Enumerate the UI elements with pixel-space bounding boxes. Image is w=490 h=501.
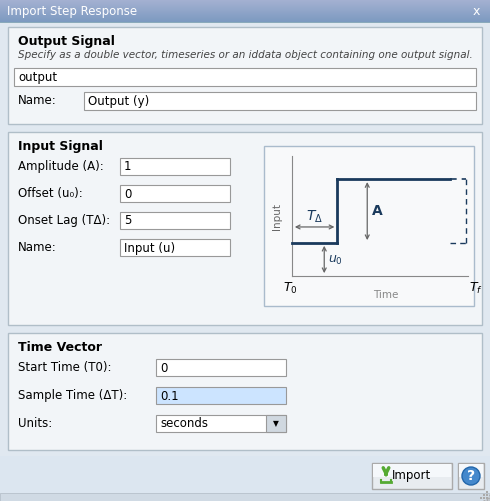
Bar — [120, 185, 230, 202]
Bar — [0, 21, 490, 22]
Bar — [120, 212, 230, 229]
Bar — [0, 6, 490, 7]
Bar — [8, 132, 482, 325]
Text: Name:: Name: — [18, 241, 57, 254]
Bar — [264, 146, 474, 306]
Circle shape — [462, 467, 480, 485]
Bar — [459, 464, 483, 477]
Text: Sample Time (ΔT):: Sample Time (ΔT): — [18, 389, 127, 402]
Text: Name:: Name: — [18, 94, 57, 107]
Text: Output (y): Output (y) — [88, 95, 149, 108]
Bar — [0, 3, 490, 4]
Bar — [458, 463, 484, 489]
Text: 0.1: 0.1 — [160, 389, 179, 402]
Bar — [0, 9, 490, 10]
Bar — [0, 1, 490, 2]
Bar — [0, 5, 490, 6]
Text: Input Signal: Input Signal — [18, 140, 103, 153]
Text: output: output — [18, 71, 57, 84]
Bar — [156, 359, 286, 376]
Bar — [266, 415, 286, 432]
Text: Import Step Response: Import Step Response — [7, 5, 137, 18]
Bar — [0, 10, 490, 11]
Bar — [0, 19, 490, 20]
Bar — [0, 18, 490, 19]
Text: $T_\Delta$: $T_\Delta$ — [306, 208, 323, 225]
Text: $u_0$: $u_0$ — [328, 254, 343, 267]
Text: Time: Time — [373, 290, 399, 300]
Text: Start Time (T0):: Start Time (T0): — [18, 361, 112, 374]
Bar — [486, 494, 488, 496]
Text: ▼: ▼ — [273, 419, 279, 428]
Bar — [84, 92, 476, 110]
Text: $T_f$: $T_f$ — [469, 281, 483, 296]
Text: Amplitude (A):: Amplitude (A): — [18, 160, 104, 173]
Text: Input: Input — [272, 203, 282, 230]
Bar — [483, 497, 485, 499]
Bar — [0, 13, 490, 14]
Bar — [0, 8, 490, 9]
Bar — [0, 4, 490, 5]
Text: 1: 1 — [124, 160, 131, 173]
Text: x: x — [472, 5, 480, 18]
Bar — [0, 22, 490, 23]
Text: 0: 0 — [160, 362, 168, 375]
Text: Units:: Units: — [18, 417, 52, 430]
Bar — [0, 0, 490, 1]
Bar — [0, 15, 490, 16]
Text: Output Signal: Output Signal — [18, 35, 115, 48]
Bar — [0, 20, 490, 21]
Bar — [156, 387, 286, 404]
Bar — [0, 11, 490, 12]
Bar — [0, 12, 490, 13]
Text: Time Vector: Time Vector — [18, 341, 102, 354]
Text: ?: ? — [467, 469, 475, 483]
Bar — [0, 16, 490, 17]
Bar — [483, 494, 485, 496]
Text: Import: Import — [392, 469, 431, 482]
Text: Input (u): Input (u) — [124, 241, 175, 255]
Bar — [0, 456, 490, 497]
Bar — [8, 333, 482, 450]
Bar — [0, 14, 490, 15]
Text: seconds: seconds — [160, 417, 208, 430]
Bar — [8, 27, 482, 124]
Bar — [373, 464, 451, 477]
Bar — [372, 463, 452, 489]
Bar — [0, 17, 490, 18]
Bar — [0, 7, 490, 8]
Text: Onset Lag (TΔ):: Onset Lag (TΔ): — [18, 214, 110, 227]
Text: $T_0$: $T_0$ — [283, 281, 297, 296]
Bar — [120, 158, 230, 175]
Bar — [0, 2, 490, 3]
Text: A: A — [372, 204, 383, 218]
Text: Specify as a double vector, timeseries or an iddata object containing one output: Specify as a double vector, timeseries o… — [18, 50, 473, 60]
Bar — [0, 493, 490, 501]
Bar — [486, 491, 488, 493]
Bar — [486, 497, 488, 499]
Bar — [120, 239, 230, 256]
Bar — [14, 68, 476, 86]
Text: 5: 5 — [124, 214, 131, 227]
Text: Offset (u₀):: Offset (u₀): — [18, 187, 83, 200]
Bar — [480, 497, 482, 499]
Bar — [156, 415, 286, 432]
Text: 0: 0 — [124, 187, 131, 200]
